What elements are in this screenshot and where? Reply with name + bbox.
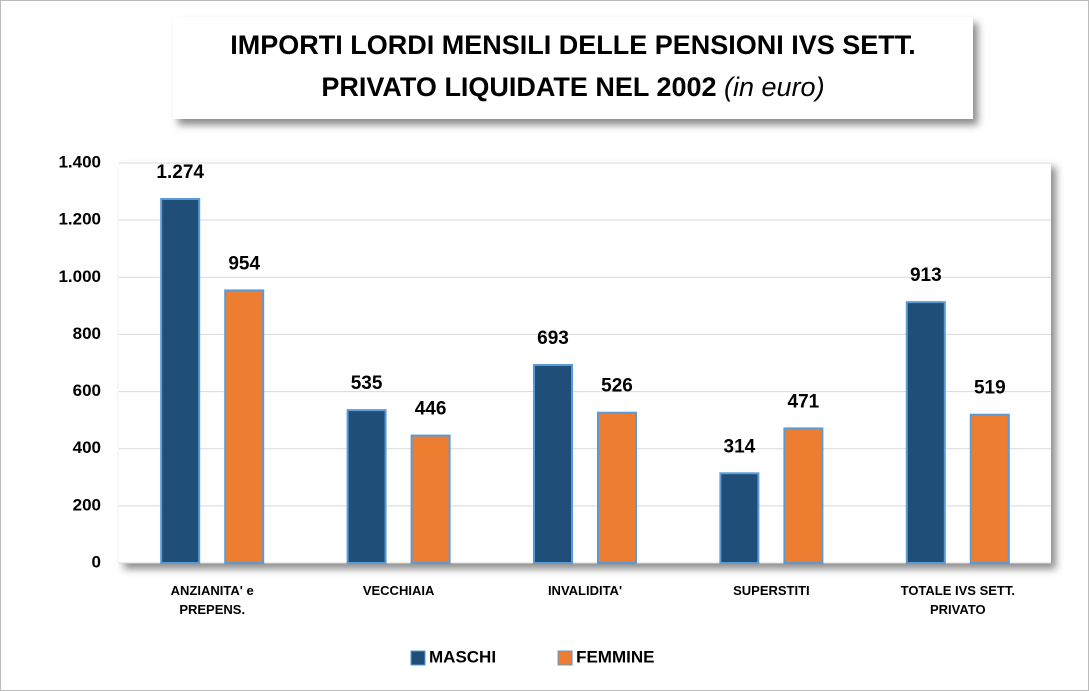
- title-note: (in euro): [724, 72, 825, 102]
- data-label: 519: [974, 378, 1006, 399]
- legend-label: MASCHI: [429, 647, 496, 666]
- y-tick-label: 400: [73, 438, 101, 457]
- y-tick-label: 600: [73, 381, 101, 400]
- y-tick-label: 1.200: [58, 210, 101, 229]
- bar: [533, 364, 573, 564]
- chart-title: PRIVATO LIQUIDATE NEL 2002: [321, 72, 716, 102]
- y-tick-label: 800: [73, 324, 101, 343]
- data-label: 446: [415, 399, 447, 420]
- data-label: 314: [724, 436, 756, 457]
- legend-swatch: [557, 650, 573, 666]
- y-tick-label: 200: [73, 495, 101, 514]
- x-tick-label: SUPERSTITI: [733, 583, 810, 598]
- data-label: 1.274: [156, 162, 204, 183]
- y-tick-label: 1.000: [58, 267, 101, 286]
- y-tick-label: 0: [92, 552, 101, 571]
- data-label: 526: [601, 376, 633, 397]
- x-tick-label: TOTALE IVS SETT. PRIVATO: [900, 583, 1015, 617]
- legend-label: FEMMINE: [576, 647, 654, 666]
- data-label: 954: [228, 253, 260, 274]
- legend-swatch: [410, 650, 426, 666]
- x-tick-label: INVALIDITA': [547, 583, 623, 598]
- title-box: [173, 17, 973, 119]
- chart-title: PRIVATO LIQUIDATE NEL 2002 (in euro): [321, 72, 824, 102]
- bar: [905, 301, 946, 564]
- plot-area: [119, 161, 1051, 563]
- data-label: 535: [351, 373, 383, 394]
- bar: [783, 427, 824, 564]
- bar: [969, 413, 1010, 565]
- bar: [719, 472, 760, 564]
- x-tick-label: ANZIANITA' e PREPENS.: [170, 583, 254, 617]
- data-label: 693: [537, 328, 569, 349]
- bar: [224, 289, 265, 564]
- data-label: 913: [910, 265, 942, 286]
- bar: [597, 411, 637, 565]
- bar: [346, 409, 387, 564]
- bar: [410, 434, 451, 565]
- y-tick-label: 1.400: [58, 152, 101, 171]
- bar: [160, 198, 201, 564]
- chart-title: IMPORTI LORDI MENSILI DELLE PENSIONI IVS…: [230, 30, 916, 60]
- x-tick-label: VECCHIAIA: [362, 583, 435, 598]
- data-label: 471: [788, 391, 820, 412]
